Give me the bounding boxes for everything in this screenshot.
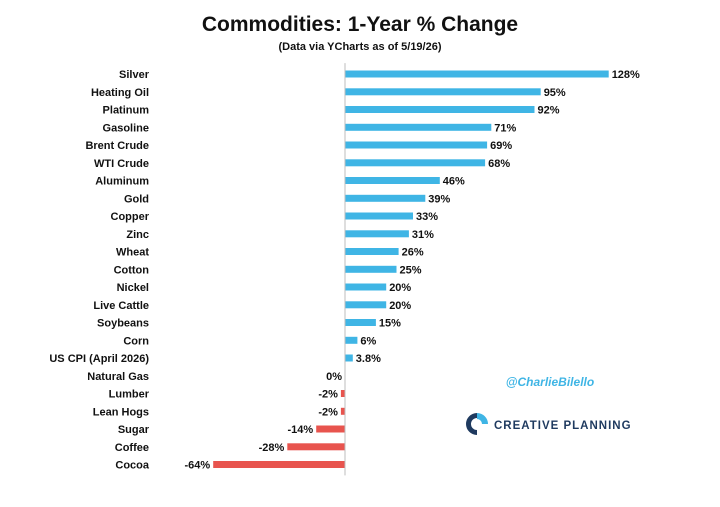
category-label: Copper — [111, 211, 150, 223]
category-label: Sugar — [118, 424, 150, 436]
data-label: -2% — [318, 389, 338, 401]
data-label: 20% — [389, 282, 411, 294]
bar-coffee — [287, 443, 345, 451]
data-label: 92% — [538, 105, 560, 117]
category-label: Corn — [123, 335, 149, 347]
bar-us-cpi-april-2026 — [345, 354, 353, 362]
data-label: 20% — [389, 300, 411, 312]
bar-copper — [345, 212, 413, 220]
category-label: Gasoline — [103, 122, 149, 134]
data-label: 128% — [612, 69, 640, 81]
data-label: 25% — [400, 264, 422, 276]
creative-planning-logo-icon — [466, 413, 488, 435]
category-label: Brent Crude — [85, 140, 149, 152]
chart-title: Commodities: 1-Year % Change — [202, 13, 518, 36]
category-label: Wheat — [116, 247, 149, 259]
brand-name: CREATIVE PLANNING — [494, 420, 632, 432]
data-label: 26% — [402, 247, 424, 259]
category-label: Cocoa — [115, 460, 150, 472]
bar-nickel — [345, 283, 387, 291]
category-label: Platinum — [103, 105, 150, 117]
category-label: Lean Hogs — [93, 406, 149, 418]
bar-lumber — [340, 390, 345, 397]
data-label: -14% — [288, 424, 314, 436]
category-labels: Silver Heating Oil Platinum Gasoline Brent C… — [49, 69, 150, 472]
bar-cocoa — [213, 461, 345, 468]
category-label: Natural Gas — [87, 371, 149, 383]
bar-soybeans — [345, 319, 376, 326]
bar-corn — [345, 336, 358, 344]
bar-gold — [345, 194, 426, 202]
category-label: US CPI (April 2026) — [49, 353, 149, 365]
category-label: Aluminum — [95, 176, 149, 188]
bar-zinc — [345, 230, 409, 238]
bar-platinum — [345, 106, 535, 113]
bar-wti-crude — [345, 159, 486, 167]
bar-sugar — [316, 425, 345, 433]
data-label: 31% — [412, 229, 434, 241]
bar-live-cattle — [345, 301, 387, 309]
category-label: Cotton — [114, 264, 150, 276]
bar-heating-oil — [345, 88, 541, 96]
data-label: 0% — [326, 371, 342, 383]
category-label: Zinc — [126, 229, 149, 241]
category-label: WTI Crude — [94, 158, 149, 170]
category-label: Heating Oil — [91, 87, 149, 99]
author-handle: @CharlieBilello — [506, 375, 594, 389]
data-label: 39% — [428, 193, 450, 205]
data-label: 15% — [379, 318, 401, 330]
data-label: 3.8% — [356, 353, 381, 365]
data-label: 46% — [443, 176, 465, 188]
value-labels: 128% 95% 92% 71% 69% 68% 46% 39% 33% 31% 26% 25% 20%… — [185, 69, 641, 472]
category-label: Gold — [124, 193, 149, 205]
bar-wheat — [345, 248, 399, 255]
data-label: 69% — [490, 140, 512, 152]
bar-gasoline — [345, 123, 492, 131]
bars-group — [213, 70, 609, 468]
data-label: -64% — [185, 460, 211, 472]
category-label: Silver — [119, 69, 150, 81]
data-label: 6% — [360, 335, 376, 347]
bar-lean-hogs — [340, 407, 345, 415]
chart-subtitle: (Data via YCharts as of 5/19/26) — [278, 41, 441, 53]
category-label: Soybeans — [97, 318, 149, 330]
category-label: Lumber — [109, 389, 150, 401]
bar-brent-crude — [345, 141, 488, 149]
creative-planning-logo: CREATIVE PLANNING — [466, 413, 632, 435]
data-label: 68% — [488, 158, 510, 170]
bar-aluminum — [345, 177, 440, 184]
data-label: 95% — [544, 87, 566, 99]
category-label: Nickel — [117, 282, 149, 294]
data-label: -28% — [259, 442, 285, 454]
data-label: 71% — [494, 122, 516, 134]
data-label: 33% — [416, 211, 438, 223]
bar-silver — [345, 70, 609, 78]
data-label: -2% — [318, 406, 338, 418]
category-label: Coffee — [115, 442, 149, 454]
category-label: Live Cattle — [93, 300, 149, 312]
bar-cotton — [345, 265, 397, 273]
